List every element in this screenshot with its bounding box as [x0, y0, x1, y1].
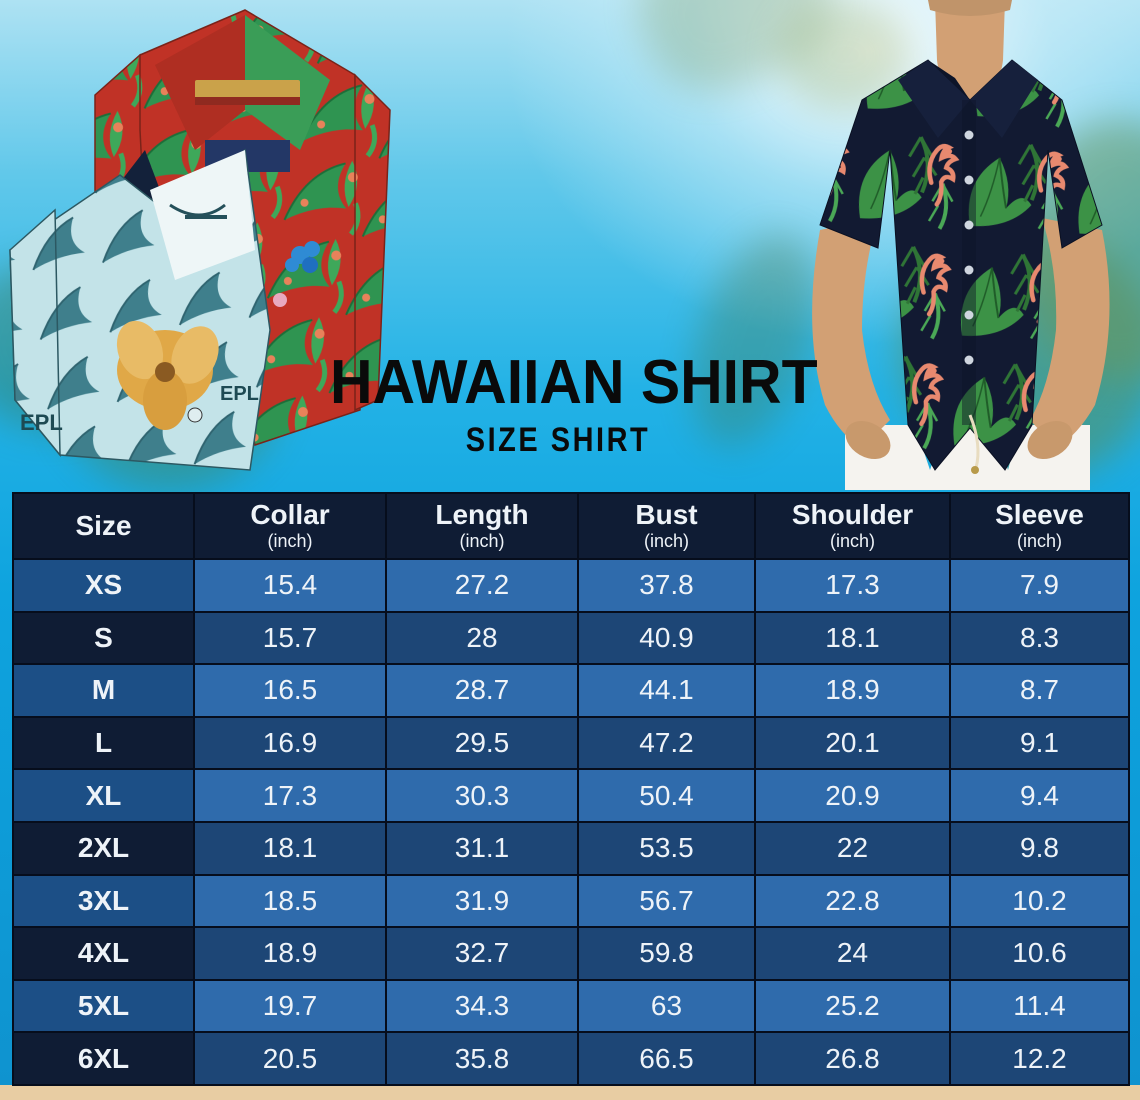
svg-text:EPL: EPL: [220, 383, 259, 405]
svg-text:EPL: EPL: [20, 410, 63, 435]
